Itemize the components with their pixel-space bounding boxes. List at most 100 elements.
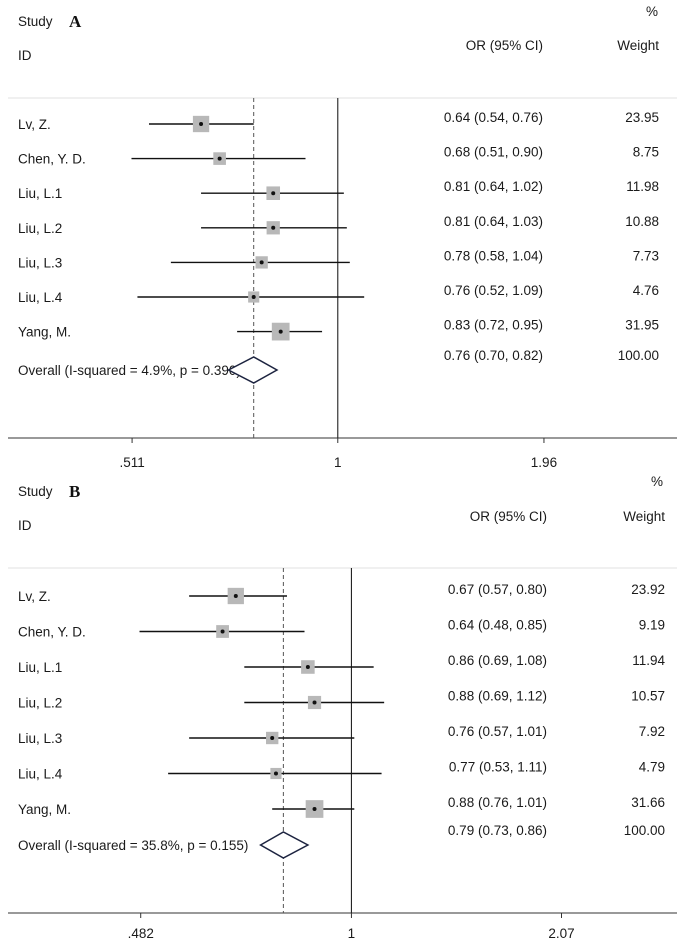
or-ci-value: 0.88 (0.69, 1.12)	[448, 689, 547, 704]
panel-label: B	[69, 482, 80, 501]
or-ci-value: 0.68 (0.51, 0.90)	[444, 145, 543, 160]
overall-label: Overall (I-squared = 4.9%, p = 0.390)	[18, 363, 241, 378]
study-row: Yang, M. 0.88 (0.76, 1.01) 31.66	[18, 795, 665, 818]
study-row: Liu, L.4 0.76 (0.52, 1.09) 4.76	[18, 283, 659, 305]
point-estimate	[251, 295, 256, 299]
or-ci-value: 0.67 (0.57, 0.80)	[448, 582, 547, 597]
study-rows: Lv, Z. 0.64 (0.54, 0.76) 23.95 Chen, Y. D. 0…	[18, 110, 659, 384]
weight-value: 7.73	[633, 248, 659, 263]
study-rows: Lv, Z. 0.67 (0.57, 0.80) 23.92 Chen, Y. D. 0…	[18, 582, 665, 859]
weight-header: Weight	[617, 38, 659, 53]
tick-label: 1	[334, 455, 342, 470]
point-estimate	[273, 771, 278, 776]
study-row: Liu, L.4 0.77 (0.53, 1.11) 4.79	[18, 760, 665, 782]
study-row: Liu, L.1 0.86 (0.69, 1.08) 11.94	[18, 653, 665, 675]
weight-value: 9.19	[639, 618, 665, 633]
study-label: Liu, L.1	[18, 660, 62, 675]
point-estimate	[220, 629, 225, 634]
overall-or-ci-value: 0.79 (0.73, 0.86)	[448, 823, 547, 838]
study-row: Liu, L.3 0.76 (0.57, 1.01) 7.92	[18, 724, 665, 746]
overall-diamond	[226, 356, 279, 384]
or-ci-value: 0.64 (0.54, 0.76)	[444, 110, 543, 125]
study-row: Liu, L.2 0.81 (0.64, 1.03) 10.88	[18, 214, 659, 236]
or-ci-value: 0.77 (0.53, 1.11)	[449, 760, 547, 775]
or-ci-value: 0.76 (0.57, 1.01)	[448, 724, 547, 739]
study-label: Liu, L.3	[18, 731, 62, 746]
point-estimate	[312, 700, 317, 705]
study-label: Chen, Y. D.	[18, 152, 86, 167]
point-estimate	[270, 736, 275, 740]
tick-label: 1	[348, 926, 356, 941]
study-row: Yang, M. 0.83 (0.72, 0.95) 31.95	[18, 318, 659, 341]
panel-label: A	[69, 12, 82, 31]
point-estimate	[278, 329, 283, 334]
study-row: Lv, Z. 0.67 (0.57, 0.80) 23.92	[18, 582, 665, 605]
study-label: Yang, M.	[18, 802, 71, 817]
or-ci-value: 0.88 (0.76, 1.01)	[448, 795, 547, 810]
tick-label: 2.07	[548, 926, 574, 941]
study-label: Liu, L.3	[18, 255, 62, 270]
or-ci-header: OR (95% CI)	[466, 38, 543, 53]
weight-value: 23.92	[631, 582, 665, 597]
point-estimate	[259, 260, 264, 265]
weight-value: 10.57	[631, 689, 665, 704]
weight-value: 8.75	[633, 145, 659, 160]
point-estimate	[312, 807, 317, 811]
forest-panel-b: Study B ID OR (95% CI) % Weight Lv, Z. 0.…	[8, 474, 677, 941]
or-ci-value: 0.78 (0.58, 1.04)	[444, 248, 543, 263]
weight-value: 31.95	[625, 318, 659, 333]
study-row: Liu, L.3 0.78 (0.58, 1.04) 7.73	[18, 248, 659, 270]
study-label: Liu, L.4	[18, 290, 63, 305]
point-estimate	[305, 665, 310, 669]
percent-header: %	[651, 474, 663, 489]
weight-value: 7.92	[639, 724, 665, 739]
or-ci-value: 0.76 (0.52, 1.09)	[444, 283, 543, 298]
tick-label: .511	[119, 455, 144, 470]
tick-label: .482	[128, 926, 154, 941]
study-label: Liu, L.2	[18, 696, 62, 711]
tick-label: 1.96	[531, 455, 557, 470]
weight-value: 4.76	[633, 283, 659, 298]
weight-value: 4.79	[639, 760, 665, 775]
overall-or-ci-value: 0.76 (0.70, 0.82)	[444, 348, 543, 363]
point-estimate	[217, 156, 222, 161]
study-row: Lv, Z. 0.64 (0.54, 0.76) 23.95	[18, 110, 659, 133]
point-estimate	[199, 122, 204, 126]
weight-value: 31.66	[631, 795, 665, 810]
overall-diamond	[259, 831, 310, 859]
overall-row: Overall (I-squared = 35.8%, p = 0.155) 0.…	[18, 823, 665, 859]
overall-weight-value: 100.00	[624, 823, 665, 838]
or-ci-value: 0.83 (0.72, 0.95)	[444, 318, 543, 333]
percent-header: %	[646, 4, 658, 19]
study-label: Lv, Z.	[18, 589, 51, 604]
or-ci-value: 0.64 (0.48, 0.85)	[448, 618, 547, 633]
weight-header: Weight	[623, 509, 665, 524]
or-ci-value: 0.86 (0.69, 1.08)	[448, 653, 547, 668]
study-label: Liu, L.1	[18, 186, 62, 201]
id-header: ID	[18, 48, 32, 63]
x-axis-ticks: .482 1 2.07	[128, 913, 575, 941]
point-estimate	[271, 191, 276, 196]
or-ci-header: OR (95% CI)	[470, 509, 547, 524]
x-axis-ticks: .511 1 1.96	[119, 438, 557, 470]
study-label: Liu, L.2	[18, 221, 62, 236]
overall-row: Overall (I-squared = 4.9%, p = 0.390) 0.7…	[18, 348, 659, 384]
or-ci-value: 0.81 (0.64, 1.02)	[444, 179, 543, 194]
overall-weight-value: 100.00	[618, 348, 659, 363]
point-estimate	[271, 225, 276, 230]
study-label: Yang, M.	[18, 325, 71, 340]
weight-value: 11.98	[626, 179, 659, 194]
overall-label: Overall (I-squared = 35.8%, p = 0.155)	[18, 838, 248, 853]
study-row: Chen, Y. D. 0.64 (0.48, 0.85) 9.19	[18, 618, 665, 640]
study-header: Study	[18, 14, 53, 29]
study-row: Chen, Y. D. 0.68 (0.51, 0.90) 8.75	[18, 145, 659, 167]
forest-panel-a: Study A ID OR (95% CI) % Weight Lv, Z. 0.…	[8, 4, 677, 470]
study-row: Liu, L.2 0.88 (0.69, 1.12) 10.57	[18, 689, 665, 711]
weight-value: 23.95	[625, 110, 659, 125]
id-header: ID	[18, 518, 32, 533]
study-row: Liu, L.1 0.81 (0.64, 1.02) 11.98	[18, 179, 659, 201]
weight-value: 10.88	[625, 214, 659, 229]
weight-value: 11.94	[632, 653, 665, 668]
study-label: Lv, Z.	[18, 117, 51, 132]
